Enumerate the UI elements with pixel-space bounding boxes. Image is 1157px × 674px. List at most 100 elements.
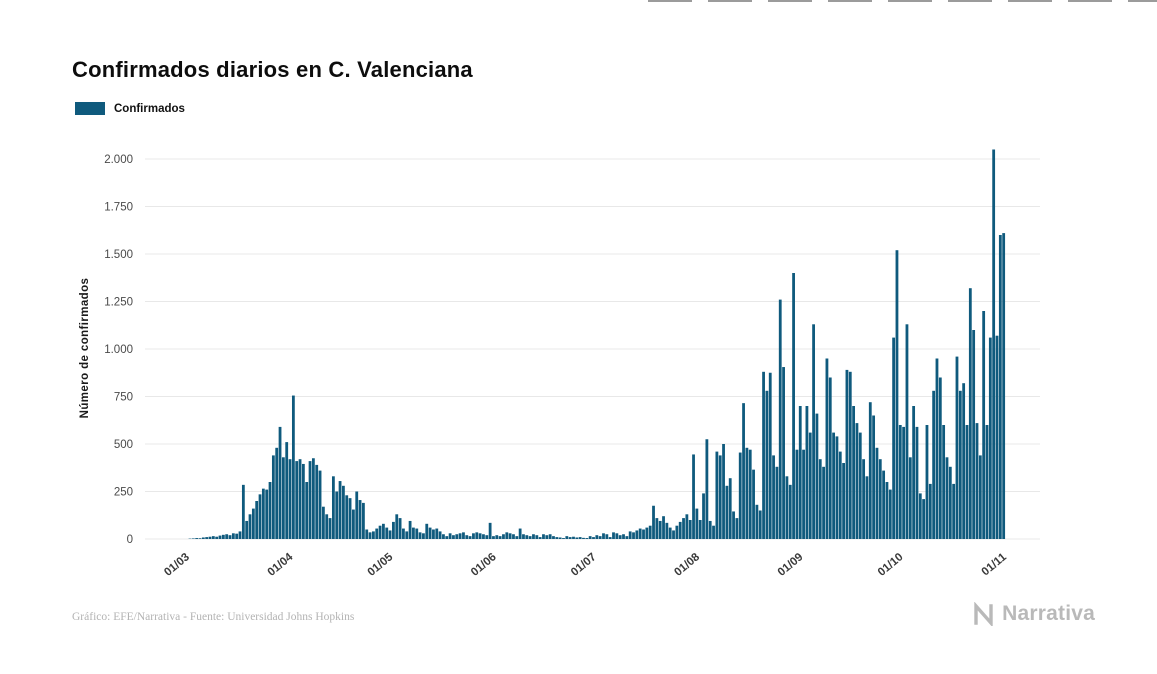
bar <box>532 534 535 539</box>
bar <box>528 536 532 539</box>
bar <box>268 482 272 539</box>
legend-label: Confirmados <box>114 102 185 115</box>
bar <box>578 537 582 539</box>
y-tick-label: 1.500 <box>104 249 133 261</box>
bar <box>878 459 882 539</box>
bar <box>201 537 205 539</box>
bar <box>308 461 312 539</box>
bar <box>278 426 282 539</box>
bar <box>955 356 959 539</box>
legend-swatch-confirmados <box>75 102 105 115</box>
bar <box>818 459 822 539</box>
bar <box>505 532 509 539</box>
bar <box>311 458 315 539</box>
bar <box>318 470 322 539</box>
bar <box>218 535 222 539</box>
bar <box>281 457 285 539</box>
y-tick-label: 0 <box>127 534 133 546</box>
bar <box>305 482 309 539</box>
top-border-dashes <box>648 0 1157 2</box>
bar <box>215 536 219 539</box>
bar <box>942 425 946 539</box>
bar <box>885 482 889 539</box>
x-tick-label: 01/07 <box>569 551 599 579</box>
y-tick-label: 1.000 <box>104 344 133 356</box>
bar <box>822 466 825 539</box>
bar <box>238 531 242 539</box>
bar <box>975 423 979 539</box>
x-tick-label: 01/09 <box>776 551 806 579</box>
bar <box>788 484 792 539</box>
bar <box>778 299 782 539</box>
bar <box>858 432 862 539</box>
bar <box>198 538 202 539</box>
bar <box>208 536 212 539</box>
bar <box>388 530 392 539</box>
bar <box>865 476 869 539</box>
bar <box>542 534 545 539</box>
bar <box>382 523 385 539</box>
bar <box>752 469 755 539</box>
bar <box>672 530 675 539</box>
bar <box>608 537 612 539</box>
bar <box>375 528 379 539</box>
bar <box>562 538 565 539</box>
bar <box>251 508 255 539</box>
bar <box>405 531 409 539</box>
bar <box>812 324 815 539</box>
bar <box>692 454 695 539</box>
bar <box>245 520 249 539</box>
bar <box>378 525 382 539</box>
bar <box>965 425 969 539</box>
x-tick-label: 01/05 <box>366 551 396 579</box>
bar <box>231 533 235 539</box>
bar <box>985 425 989 539</box>
chart-legend: Confirmados <box>75 102 185 115</box>
bar <box>875 447 879 539</box>
bar <box>612 532 615 539</box>
bar <box>765 390 769 539</box>
bar <box>271 455 275 539</box>
bar <box>685 514 689 539</box>
bar <box>492 536 495 539</box>
bar <box>982 311 986 539</box>
bar <box>978 455 982 539</box>
bar <box>205 537 209 539</box>
bar <box>395 514 399 539</box>
bar <box>295 461 299 539</box>
bar <box>748 449 752 539</box>
narrativa-logo: Narrativa <box>972 602 1095 626</box>
bars-group <box>188 149 1006 539</box>
bar <box>545 535 549 539</box>
x-tick-label: 01/03 <box>162 551 192 579</box>
bar <box>485 535 489 539</box>
bar <box>832 432 835 539</box>
y-tick-label: 1.250 <box>104 297 133 309</box>
bar <box>552 536 555 539</box>
bar <box>348 498 352 539</box>
y-tick-label: 1.750 <box>104 202 133 214</box>
bar <box>515 536 519 539</box>
bar <box>502 534 505 539</box>
bar <box>868 402 872 539</box>
bar <box>842 463 845 539</box>
bar <box>625 536 629 539</box>
y-tick-label: 250 <box>114 487 133 499</box>
bar <box>635 530 639 539</box>
bar <box>368 532 372 539</box>
bar <box>802 449 805 539</box>
bar <box>465 535 469 539</box>
bar <box>715 451 719 539</box>
bar <box>432 529 435 539</box>
bar <box>455 534 459 539</box>
bar <box>385 527 389 539</box>
bar <box>241 484 245 539</box>
bar <box>702 493 705 539</box>
bar <box>412 527 415 539</box>
y-axis-title: Número de confirmados <box>79 278 91 419</box>
bar <box>512 534 515 539</box>
y-tick-label: 500 <box>114 439 133 451</box>
bar <box>301 463 305 539</box>
bar <box>265 489 269 539</box>
bar <box>785 476 789 539</box>
